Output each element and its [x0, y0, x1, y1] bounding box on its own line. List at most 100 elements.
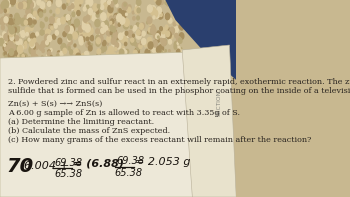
Circle shape — [57, 51, 60, 54]
Circle shape — [8, 53, 13, 60]
Circle shape — [61, 57, 66, 64]
Circle shape — [170, 1, 172, 4]
Circle shape — [19, 20, 20, 23]
Circle shape — [97, 5, 100, 8]
Circle shape — [110, 10, 112, 12]
Circle shape — [131, 31, 133, 33]
Circle shape — [48, 51, 51, 56]
Circle shape — [12, 4, 13, 6]
Circle shape — [44, 34, 50, 42]
Circle shape — [180, 50, 183, 56]
Circle shape — [102, 40, 106, 46]
Circle shape — [88, 28, 92, 34]
Circle shape — [178, 6, 182, 12]
Circle shape — [22, 1, 27, 9]
Circle shape — [8, 18, 13, 25]
Circle shape — [44, 30, 47, 34]
Circle shape — [91, 37, 93, 41]
Circle shape — [108, 46, 113, 53]
Circle shape — [42, 60, 46, 67]
Circle shape — [20, 31, 21, 33]
Circle shape — [55, 18, 59, 24]
Circle shape — [57, 56, 60, 60]
Circle shape — [125, 50, 127, 54]
Circle shape — [70, 50, 72, 54]
Circle shape — [116, 4, 118, 7]
Circle shape — [172, 56, 174, 59]
Circle shape — [16, 40, 19, 44]
Circle shape — [82, 54, 84, 56]
Circle shape — [112, 21, 116, 28]
Circle shape — [118, 52, 120, 56]
Circle shape — [49, 26, 51, 28]
Circle shape — [173, 22, 176, 26]
Circle shape — [33, 46, 35, 49]
Circle shape — [26, 30, 29, 36]
Circle shape — [179, 25, 182, 29]
Circle shape — [119, 61, 120, 63]
Circle shape — [29, 20, 34, 27]
Circle shape — [39, 12, 43, 17]
Circle shape — [10, 15, 12, 18]
Circle shape — [96, 38, 100, 44]
Circle shape — [67, 59, 72, 67]
Circle shape — [174, 7, 177, 12]
Circle shape — [96, 13, 99, 17]
Circle shape — [148, 42, 153, 49]
Circle shape — [35, 59, 39, 64]
Circle shape — [50, 55, 52, 58]
Circle shape — [176, 20, 178, 24]
Circle shape — [1, 1, 6, 9]
Circle shape — [29, 12, 32, 16]
Circle shape — [118, 33, 123, 39]
Circle shape — [14, 22, 16, 26]
Circle shape — [179, 13, 184, 21]
Circle shape — [5, 46, 9, 51]
Text: = (6.88): = (6.88) — [73, 159, 124, 169]
Circle shape — [15, 51, 17, 54]
Circle shape — [84, 56, 85, 58]
Circle shape — [70, 51, 73, 55]
Circle shape — [101, 28, 104, 33]
Circle shape — [68, 26, 73, 34]
Circle shape — [125, 31, 128, 35]
Circle shape — [27, 57, 32, 64]
Circle shape — [103, 25, 107, 32]
Circle shape — [28, 7, 32, 14]
Circle shape — [47, 1, 51, 6]
Circle shape — [110, 2, 114, 7]
Circle shape — [10, 0, 16, 5]
Circle shape — [30, 33, 35, 41]
Circle shape — [142, 39, 146, 45]
Circle shape — [110, 26, 114, 31]
Circle shape — [156, 46, 161, 53]
Circle shape — [173, 53, 176, 57]
Circle shape — [177, 42, 178, 44]
Circle shape — [180, 60, 183, 66]
Circle shape — [120, 35, 123, 40]
Circle shape — [168, 59, 172, 64]
Circle shape — [96, 35, 100, 41]
Circle shape — [114, 57, 117, 61]
Circle shape — [123, 21, 128, 29]
Circle shape — [42, 5, 45, 9]
Circle shape — [93, 4, 98, 11]
Circle shape — [40, 58, 44, 64]
Circle shape — [140, 23, 143, 29]
Text: 70: 70 — [7, 157, 34, 176]
Circle shape — [45, 0, 47, 2]
Circle shape — [9, 30, 14, 37]
Circle shape — [17, 38, 21, 45]
Circle shape — [4, 17, 8, 23]
Circle shape — [18, 39, 22, 46]
Circle shape — [115, 43, 119, 48]
Circle shape — [114, 15, 117, 18]
Circle shape — [171, 59, 175, 64]
Text: 2. Powdered zinc and sulfur react in an extremely rapid, exothermic reaction. Th: 2. Powdered zinc and sulfur react in an … — [8, 78, 350, 86]
Circle shape — [112, 33, 115, 37]
Circle shape — [15, 45, 18, 50]
Circle shape — [131, 38, 135, 45]
Circle shape — [164, 13, 168, 19]
Circle shape — [137, 8, 140, 13]
Circle shape — [56, 8, 60, 14]
